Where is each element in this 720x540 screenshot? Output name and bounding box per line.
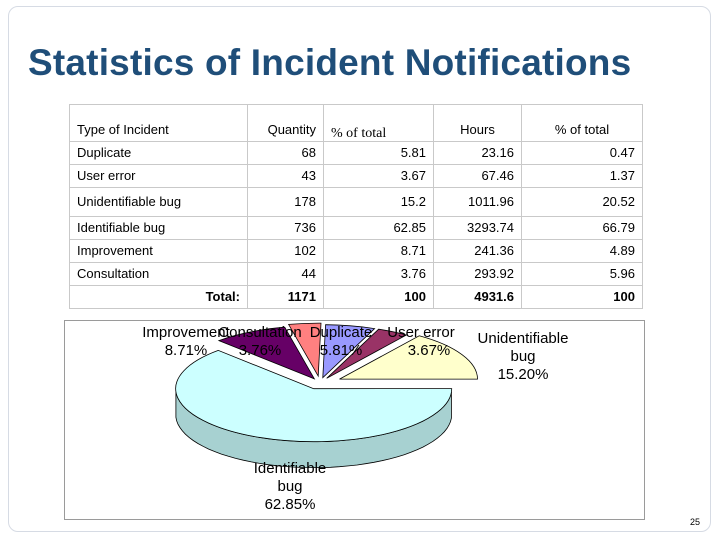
table-row: Duplicate 68 5.81 23.16 0.47 [69,141,643,165]
pie-label-unidentifiable-bug: bug [510,348,535,365]
cell-pct-qty: 62.85 [323,216,434,240]
pie-slice-consultation [287,322,322,378]
table-row: Consultation 44 3.76 293.92 5.96 [69,262,643,286]
pie-label-identifiable-bug: 62.85% [265,496,316,513]
cell-pct-hours: 1.37 [521,164,643,188]
cell-pct-qty: 3.67 [323,164,434,188]
total-pct-hours: 100 [521,285,643,309]
pie-label-user-error: User error [387,324,455,341]
table-header-row: Type of Incident Quantity % of total Hou… [69,104,643,142]
pie-slice-improvement [217,326,316,380]
header-pct-qty: % of total [323,104,434,142]
cell-pct-qty: 3.76 [323,262,434,286]
table-row: User error 43 3.67 67.46 1.37 [69,164,643,188]
header-type: Type of Incident [69,104,248,142]
cell-pct-hours: 0.47 [521,141,643,165]
page-number: 25 [690,517,701,527]
table-total-row: Total: 1171 100 4931.6 100 [69,285,643,309]
pie-label-consultation: 3.76% [239,342,282,359]
cell-quantity: 43 [247,164,324,188]
cell-quantity: 44 [247,262,324,286]
pie-slice-identifiable-bug [175,349,453,443]
pie-label-duplicate: Duplicate [310,324,373,341]
table-row: Unidentifiable bug 178 15.2 1011.96 20.5… [69,187,643,217]
header-hours: Hours [433,104,522,142]
cell-type: User error [69,164,248,188]
total-hours: 4931.6 [433,285,522,309]
total-pct-qty: 100 [323,285,434,309]
table-row: Improvement 102 8.71 241.36 4.89 [69,239,643,263]
cell-hours: 67.46 [433,164,522,188]
cell-pct-hours: 66.79 [521,216,643,240]
header-quantity: Quantity [247,104,324,142]
pie-chart-area: Duplicate 5.81% User error 3.67% Unidentifia… [64,320,645,520]
cell-hours: 241.36 [433,239,522,263]
header-pct-hours: % of total [521,104,643,142]
cell-type: Identifiable bug [69,216,248,240]
cell-pct-qty: 8.71 [323,239,434,263]
total-quantity: 1171 [247,285,324,309]
pie-label-consultation: Consultation [218,324,301,341]
cell-hours: 23.16 [433,141,522,165]
pie-label-improvement: 8.71% [165,342,208,359]
cell-hours: 293.92 [433,262,522,286]
total-label: Total: [69,285,248,309]
cell-quantity: 68 [247,141,324,165]
pie-label-identifiable-bug: bug [277,478,302,495]
cell-pct-hours: 4.89 [521,239,643,263]
cell-type: Consultation [69,262,248,286]
cell-hours: 1011.96 [433,187,522,217]
slide-frame [8,6,711,532]
cell-type: Duplicate [69,141,248,165]
pie-slice-unidentifiable-bug [339,335,478,380]
cell-type: Improvement [69,239,248,263]
cell-pct-hours: 5.96 [521,262,643,286]
pie-slice-duplicate [322,324,376,379]
cell-pct-hours: 20.52 [521,187,643,217]
pie-label-user-error: 3.67% [408,342,451,359]
cell-type: Unidentifiable bug [69,187,248,217]
pie-label-unidentifiable-bug: 15.20% [498,366,549,383]
table-row: Identifiable bug 736 62.85 3293.74 66.79 [69,216,643,240]
cell-pct-qty: 5.81 [323,141,434,165]
cell-quantity: 102 [247,239,324,263]
pie-label-improvement: Improvement [142,324,230,341]
pie-label-unidentifiable-bug: Unidentifiable [478,330,569,347]
cell-pct-qty: 15.2 [323,187,434,217]
pie-label-identifiable-bug: Identifiable [254,460,327,477]
cell-hours: 3293.74 [433,216,522,240]
incident-table: Type of Incident Quantity % of total Hou… [69,104,643,309]
pie-label-duplicate: 5.81% [320,342,363,359]
cell-quantity: 178 [247,187,324,217]
cell-quantity: 736 [247,216,324,240]
pie-slice-user-error [326,328,408,379]
slide-title: Statistics of Incident Notifications [28,42,632,83]
